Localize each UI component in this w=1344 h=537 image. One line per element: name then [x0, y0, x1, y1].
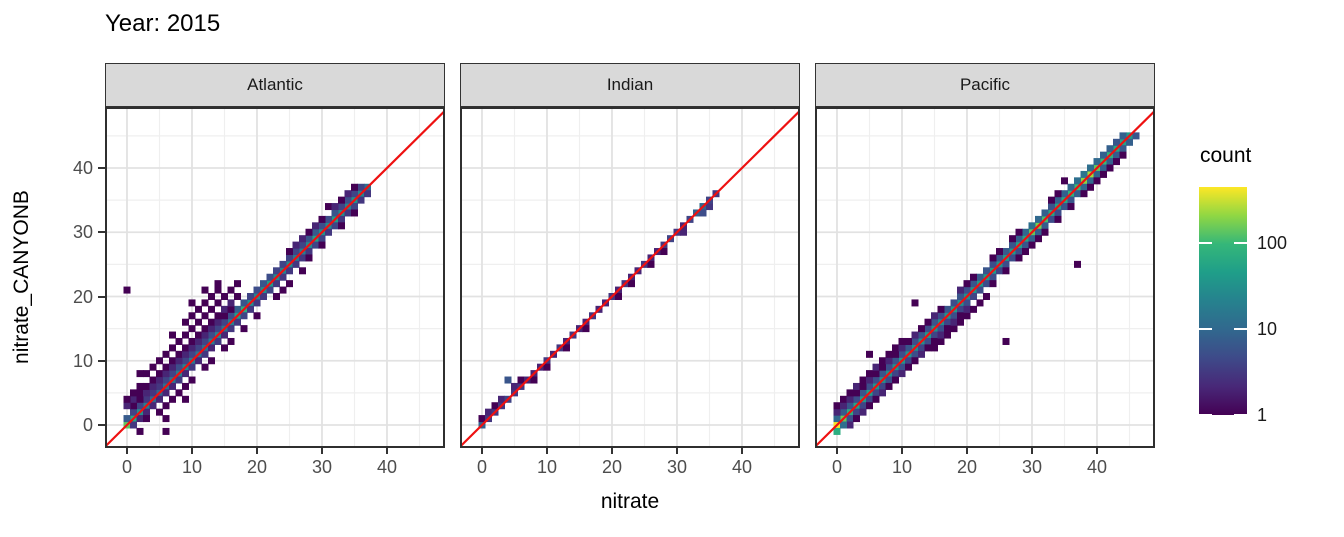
legend-tick-label: 10: [1257, 318, 1278, 339]
panel-svg-atlantic: [105, 107, 445, 448]
legend-tick-mark: [1199, 241, 1212, 244]
panel-indian: [460, 107, 800, 448]
legend-tick-mark: [1199, 413, 1212, 416]
legend-tick-mark: [1234, 327, 1247, 330]
x-tick-label: 40: [376, 457, 398, 477]
y-tick-mark: [98, 424, 105, 426]
x-tick-mark: [256, 448, 258, 454]
x-tick-mark: [676, 448, 678, 454]
facet-strip-label: Indian: [606, 75, 654, 94]
x-tick-label: 10: [891, 457, 913, 477]
x-axis-title: nitrate: [600, 490, 660, 513]
x-tick-label: 30: [1021, 457, 1043, 477]
y-tick-label: 10: [72, 350, 93, 371]
x-tick-mark: [901, 448, 903, 454]
legend-tick-label: 100: [1257, 232, 1288, 253]
x-tick-mark: [191, 448, 193, 454]
y-tick-label: 20: [72, 286, 93, 307]
x-tick-label: 20: [246, 457, 268, 477]
x-tick-mark: [321, 448, 323, 454]
x-tick-mark: [741, 448, 743, 454]
facet-strip-indian: Indian: [460, 63, 800, 107]
y-tick-mark: [98, 359, 105, 362]
panel-pacific: [815, 107, 1155, 448]
x-tick-label: 20: [601, 457, 623, 477]
facet-strip-label: Atlantic: [247, 75, 303, 94]
legend-colorbar: [1199, 187, 1247, 415]
x-tick-mark: [481, 448, 483, 454]
legend-title: count: [1200, 144, 1252, 167]
x-tick-label: 20: [956, 457, 978, 477]
legend-tick-mark: [1234, 241, 1247, 244]
x-tick-mark: [1096, 448, 1098, 454]
x-tick-label: 10: [536, 457, 558, 477]
x-tick-label: 40: [731, 457, 753, 477]
facet-strip-label: Pacific: [959, 75, 1011, 94]
x-tick-label: 40: [1086, 457, 1108, 477]
panel-atlantic: [105, 107, 445, 448]
plot-title: Year: 2015: [105, 10, 221, 37]
x-tick-label: 0: [831, 457, 842, 477]
legend-tick-label: 1: [1257, 404, 1268, 425]
x-tick-label: 30: [311, 457, 333, 477]
y-tick-mark: [98, 231, 105, 234]
facet-strip-pacific: Pacific: [815, 63, 1155, 107]
x-tick-label: 10: [181, 457, 203, 477]
x-tick-label: 0: [121, 457, 132, 477]
legend-tick-mark: [1234, 413, 1247, 416]
x-tick-mark: [611, 448, 613, 454]
y-tick-label: 40: [72, 158, 93, 178]
x-tick-mark: [1031, 448, 1033, 454]
x-tick-mark: [836, 448, 838, 454]
x-tick-label: 30: [666, 457, 688, 477]
x-tick-mark: [126, 448, 128, 454]
panel-svg-indian: [460, 107, 800, 448]
y-axis-title: nitrate_CANYONB: [10, 190, 33, 364]
x-tick-mark: [386, 448, 388, 454]
y-tick-label: 0: [82, 415, 93, 435]
panel-svg-pacific: [815, 107, 1155, 448]
y-tick-mark: [98, 295, 105, 298]
y-tick-mark: [98, 167, 105, 169]
facet-strip-atlantic: Atlantic: [105, 63, 445, 107]
y-tick-label: 30: [72, 222, 93, 243]
x-tick-mark: [546, 448, 548, 454]
x-tick-mark: [966, 448, 968, 454]
x-tick-label: 0: [476, 457, 487, 477]
legend-tick-mark: [1199, 327, 1212, 330]
